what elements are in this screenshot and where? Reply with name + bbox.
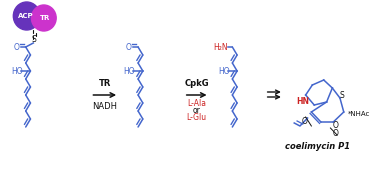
- Text: or: or: [193, 106, 201, 115]
- Text: S: S: [32, 36, 37, 44]
- Text: O: O: [302, 116, 308, 125]
- Text: O: O: [126, 43, 131, 51]
- Text: ACP: ACP: [18, 13, 33, 19]
- Circle shape: [13, 2, 40, 30]
- Text: *NHAc: *NHAc: [348, 111, 370, 117]
- Text: HN: HN: [296, 98, 309, 106]
- Text: O: O: [332, 129, 338, 138]
- Text: TR: TR: [99, 79, 111, 88]
- Text: H₂N: H₂N: [214, 43, 228, 51]
- Text: HO: HO: [218, 67, 230, 75]
- Text: CpkG: CpkG: [184, 79, 209, 88]
- Text: L-Ala: L-Ala: [187, 99, 206, 108]
- Text: O: O: [332, 121, 338, 129]
- Text: O: O: [13, 43, 19, 51]
- Text: TR: TR: [40, 15, 50, 21]
- Text: coelimycin P1: coelimycin P1: [285, 142, 349, 151]
- Text: HO: HO: [124, 67, 135, 75]
- Text: HO: HO: [12, 67, 23, 75]
- Circle shape: [32, 5, 56, 31]
- Text: S: S: [339, 91, 344, 99]
- Text: NADH: NADH: [92, 102, 117, 111]
- Text: L-Glu: L-Glu: [187, 113, 207, 122]
